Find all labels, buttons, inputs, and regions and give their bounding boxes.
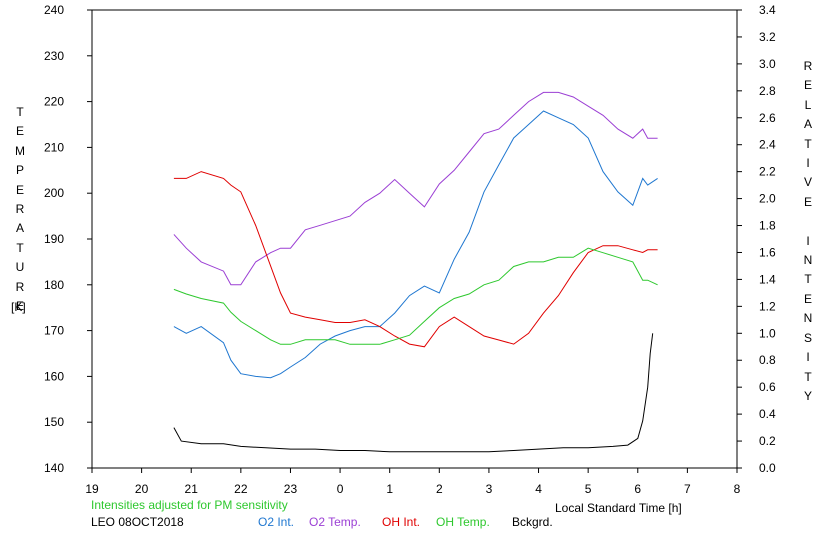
station-date-label: LEO 08OCT2018 [91, 515, 184, 529]
x-axis-title: Local Standard Time [h] [555, 501, 682, 515]
axis-title-letter: P [15, 163, 24, 178]
legend-oh-intensity: OH Int. [382, 515, 421, 529]
axis-title-letter: E [803, 291, 812, 306]
axis-title-letter: T [804, 136, 812, 151]
axis-title-letter: I [806, 156, 810, 171]
plot-frame [91, 9, 738, 469]
axis-title-letter: A [803, 117, 812, 132]
right-tick-label: 1.2 [759, 299, 776, 313]
axis-title-letter: L [804, 97, 812, 112]
series-line-oh-int [173, 171, 658, 348]
left-tick-label: 190 [44, 232, 64, 246]
right-tick-label: 2.6 [759, 111, 776, 125]
x-tick-label: 4 [535, 482, 542, 496]
x-tick-label: 22 [234, 482, 248, 496]
right-tick-label: 0.4 [759, 407, 776, 421]
right-tick-label: 3.4 [759, 3, 776, 17]
x-tick-label: 1 [386, 482, 393, 496]
axis-title-letter: I [806, 350, 810, 365]
left-tick-label: 240 [44, 3, 64, 17]
right-tick-label: 2.0 [759, 192, 776, 206]
x-tick-label: 8 [734, 482, 741, 496]
right-tick-label: 2.2 [759, 165, 776, 179]
left-tick-label: 140 [44, 461, 64, 475]
axis-title-letter [798, 212, 818, 231]
axis-title-letter: E [803, 78, 812, 93]
left-tick-label: 220 [44, 95, 64, 109]
x-axis: 19 20 21 22 23 0 1 2 3 4 5 6 7 8 [85, 468, 741, 496]
x-tick-label: 20 [135, 482, 149, 496]
series-line-bckgrd [173, 333, 654, 453]
legend-o2-intensity: O2 Int. [258, 515, 295, 529]
axis-title-letter: U [15, 260, 25, 275]
right-tick-label: 1.6 [759, 245, 776, 259]
x-tick-label: 23 [284, 482, 298, 496]
left-tick-label: 170 [44, 324, 64, 338]
x-tick-label: 19 [85, 482, 99, 496]
legend-o2-temperature: O2 Temp. [309, 515, 361, 529]
x-tick-label: 7 [684, 482, 691, 496]
series-line-o2-int [173, 110, 658, 379]
right-tick-label: 2.4 [759, 138, 776, 152]
axis-title-letter: E [15, 299, 24, 314]
left-axis: 140 150 160 170 180 190 200 210 220 230 240 [44, 3, 92, 475]
left-tick-label: 210 [44, 140, 64, 154]
right-axis: 0.0 0.2 0.4 0.6 0.8 1.0 1.2 1.4 1.6 1.8 2.0 2.2 2.4 2… [737, 3, 776, 475]
axis-title-letter: N [803, 311, 813, 326]
axis-title-letter: I [806, 233, 810, 248]
axis-title-letter: R [803, 59, 813, 73]
right-tick-label: 0.2 [759, 434, 776, 448]
sensitivity-note: Intensities adjusted for PM sensitivity [91, 498, 288, 512]
axis-title-letter: Y [803, 388, 812, 403]
left-tick-label: 160 [44, 369, 64, 383]
right-tick-label: 3.2 [759, 30, 776, 44]
x-tick-label: 21 [185, 482, 199, 496]
axis-title-letter: T [16, 105, 24, 119]
axis-title-letter: A [15, 221, 24, 236]
right-tick-label: 1.4 [759, 272, 776, 286]
x-tick-label: 6 [634, 482, 641, 496]
axis-title-letter: M [15, 143, 25, 158]
axis-title-letter: N [803, 253, 813, 268]
x-tick-label: 0 [337, 482, 344, 496]
x-tick-label: 2 [436, 482, 443, 496]
left-tick-label: 200 [44, 186, 64, 200]
left-tick-label: 180 [44, 278, 64, 292]
axis-title-letter: T [804, 272, 812, 287]
right-tick-label: 1.8 [759, 219, 776, 233]
series-line-oh-temp [173, 247, 658, 345]
left-axis-unit: [K] [11, 300, 26, 314]
series-line-o2-temp [173, 91, 658, 286]
axis-title-letter: E [15, 182, 24, 197]
axis-title-letter: T [16, 240, 24, 255]
right-tick-label: 2.8 [759, 84, 776, 98]
right-tick-label: 0.0 [759, 461, 776, 475]
legend-oh-temperature: OH Temp. [436, 515, 490, 529]
right-tick-label: 0.8 [759, 353, 776, 367]
axis-title-letter: V [803, 175, 812, 190]
left-tick-label: 150 [44, 415, 64, 429]
axis-title-letter: E [803, 194, 812, 209]
right-tick-label: 3.0 [759, 57, 776, 71]
legend-background: Bckgrd. [512, 515, 553, 529]
x-tick-label: 5 [585, 482, 592, 496]
right-tick-label: 0.6 [759, 380, 776, 394]
left-tick-label: 230 [44, 49, 64, 63]
axis-title-letter: R [15, 202, 25, 217]
axis-title-letter: E [15, 124, 24, 139]
x-tick-label: 3 [486, 482, 493, 496]
axis-title-letter: T [804, 369, 812, 384]
axis-title-letter: S [803, 330, 812, 345]
axis-title-letter: R [15, 279, 25, 294]
series-layer [173, 91, 658, 453]
right-tick-label: 1.0 [759, 326, 776, 340]
